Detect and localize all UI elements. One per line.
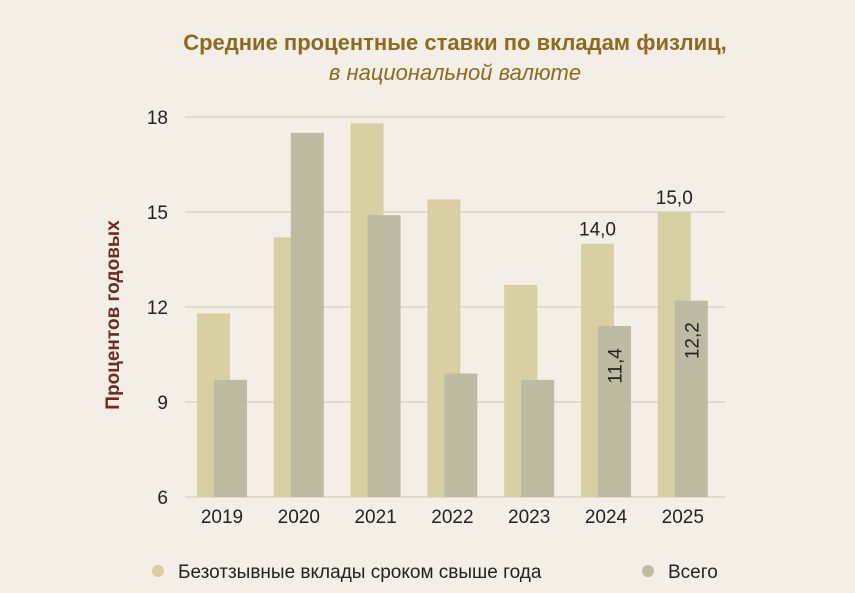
bar-total-2019 bbox=[214, 379, 247, 497]
bar-total-2025 bbox=[674, 300, 708, 497]
legend-marker bbox=[152, 565, 164, 577]
legend-label: Всего bbox=[668, 562, 718, 583]
x-tick-label: 2023 bbox=[508, 507, 550, 528]
bar-total-2023 bbox=[521, 379, 555, 497]
data-label: 11,4 bbox=[606, 348, 627, 384]
y-tick-label: 15 bbox=[147, 203, 168, 224]
x-tick-label: 2022 bbox=[431, 507, 473, 528]
legend-label: Безотзывные вклады сроком свыше года bbox=[178, 562, 542, 583]
bar-total-2021 bbox=[367, 215, 401, 497]
x-tick-label: 2025 bbox=[662, 507, 704, 528]
bar-total-2024 bbox=[598, 326, 631, 497]
legend-marker bbox=[642, 565, 654, 577]
chart-title: Средние процентные ставки по вкладам физ… bbox=[183, 30, 727, 55]
x-tick-label: 2021 bbox=[354, 507, 396, 528]
y-axis-label: Процентов годовых bbox=[103, 220, 124, 410]
y-tick-label: 12 bbox=[147, 298, 168, 319]
y-tick-label: 6 bbox=[157, 488, 168, 509]
bar-total-2022 bbox=[444, 373, 478, 497]
y-tick-label: 18 bbox=[147, 108, 168, 129]
chart-subtitle: в национальной валюте bbox=[328, 60, 582, 85]
x-tick-label: 2020 bbox=[278, 507, 320, 528]
x-tick-label: 2024 bbox=[585, 507, 628, 528]
data-label: 15,0 bbox=[656, 188, 693, 209]
y-tick-label: 9 bbox=[157, 393, 168, 414]
bar-total-2020 bbox=[290, 132, 324, 498]
data-label: 14,0 bbox=[579, 220, 616, 241]
x-tick-label: 2019 bbox=[201, 507, 243, 528]
data-label: 12,2 bbox=[682, 322, 703, 359]
